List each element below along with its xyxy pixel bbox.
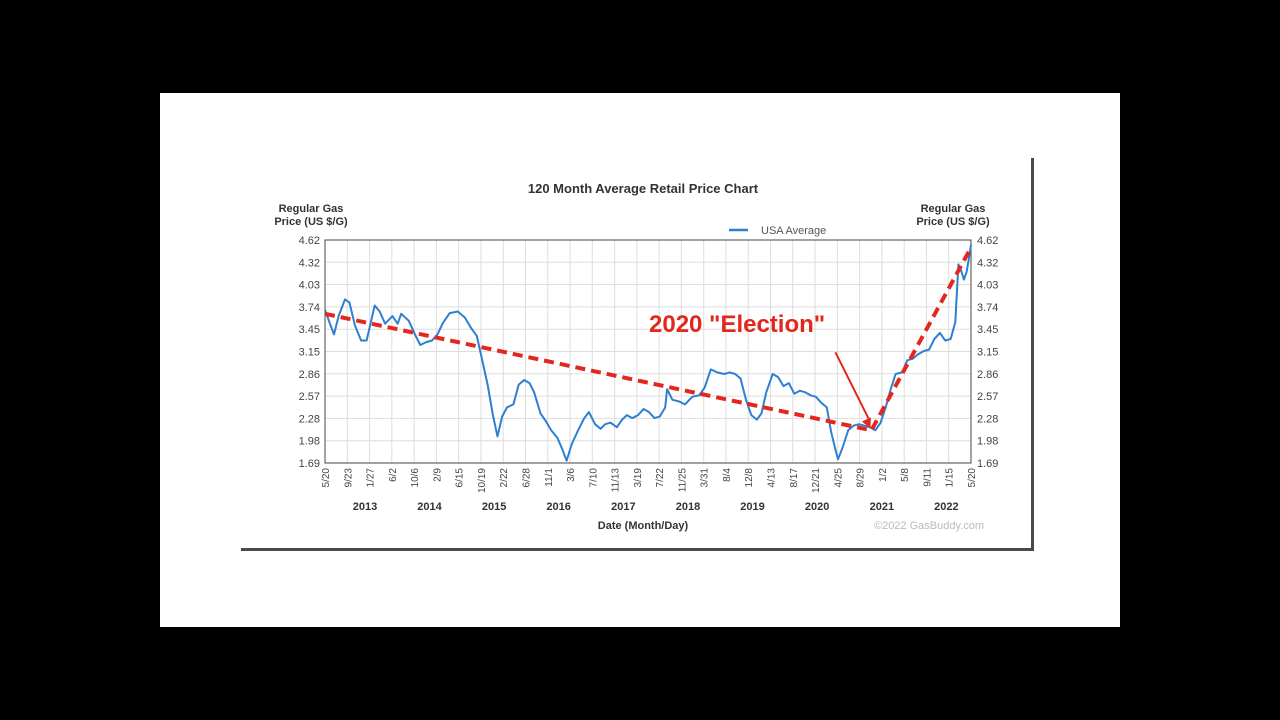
- x-tick-label: 4/25: [833, 468, 844, 488]
- y-tick-label-left: 4.03: [299, 280, 320, 292]
- year-label: 2014: [417, 501, 442, 513]
- y-tick-label-right: 2.28: [977, 413, 998, 425]
- x-tick-label: 11/1: [544, 468, 555, 487]
- y-tick-label-right: 1.69: [977, 458, 998, 470]
- y-axis-left: 4.62 4.32 4.03 3.74 3.45 3.15 2.86 2.57 2.28 1.98…: [299, 235, 320, 470]
- annotation-arrow: [834, 351, 870, 419]
- x-tick-label: 7/10: [588, 468, 599, 488]
- plot-area-border: [324, 239, 972, 464]
- y-tick-label-right: 4.62: [977, 235, 998, 247]
- x-tick-label: 8/17: [789, 468, 800, 488]
- x-tick-label: 6/2: [388, 468, 399, 482]
- y-tick-label-left: 1.98: [299, 436, 320, 448]
- x-tick-label: 5/20: [967, 468, 978, 488]
- y-tick-label-right: 3.74: [977, 302, 998, 314]
- y-tick-label-right: 2.57: [977, 391, 998, 403]
- year-label: 2017: [611, 501, 635, 513]
- y-axis-label-left-line2: Price (US $/G): [274, 216, 348, 228]
- y-axis-label-right-line1: Regular Gas: [921, 203, 986, 215]
- year-label: 2021: [870, 501, 894, 513]
- x-tick-label: 3/6: [566, 468, 577, 482]
- x-tick-label: 3/19: [633, 468, 644, 488]
- x-tick-label: 10/19: [477, 468, 488, 493]
- chart-card: 120 Month Average Retail Price Chart Reg…: [241, 158, 1034, 551]
- y-tick-label-right: 3.45: [977, 324, 998, 336]
- x-tick-label: 9/23: [343, 468, 354, 488]
- x-tick-label: 1/27: [366, 468, 377, 488]
- x-tick-label: 1/2: [878, 468, 889, 482]
- y-tick-label-left: 2.28: [299, 413, 320, 425]
- x-tick-label: 8/4: [722, 468, 733, 482]
- chart-title: 120 Month Average Retail Price Chart: [528, 181, 759, 196]
- annotation-arrowhead: [861, 417, 871, 429]
- year-label: 2015: [482, 501, 506, 513]
- x-tick-label: 12/21: [811, 468, 822, 493]
- x-tick-label: 8/29: [856, 468, 867, 488]
- y-axis-label-right-line2: Price (US $/G): [916, 216, 990, 228]
- y-tick-label-left: 3.15: [299, 347, 320, 359]
- price-chart: 120 Month Average Retail Price Chart Reg…: [241, 158, 1031, 548]
- y-tick-label-left: 2.86: [299, 369, 320, 381]
- series-line-usa-average: [324, 244, 972, 462]
- y-tick-label-right: 4.03: [977, 280, 998, 292]
- x-tick-label: 6/28: [521, 468, 532, 488]
- year-label: 2018: [676, 501, 700, 513]
- x-tick-label: 3/31: [700, 468, 711, 488]
- y-tick-label-left: 2.57: [299, 391, 320, 403]
- credit-label: ©2022 GasBuddy.com: [874, 520, 984, 532]
- year-label: 2020: [805, 501, 829, 513]
- legend-label: USA Average: [761, 225, 826, 237]
- x-tick-label: 9/11: [922, 468, 933, 487]
- year-label: 2016: [546, 501, 570, 513]
- x-tick-label: 6/15: [455, 468, 466, 488]
- y-tick-label-right: 2.86: [977, 369, 998, 381]
- x-tick-label: 5/8: [900, 468, 911, 482]
- x-tick-label: 2/9: [432, 468, 443, 482]
- year-label: 2022: [934, 501, 958, 513]
- trend-dashed-line: [324, 246, 973, 433]
- x-tick-label: 4/13: [767, 468, 778, 488]
- x-tick-label: 1/15: [945, 468, 956, 488]
- year-labels: 2013 2014 2015 2016 2017 2018 2019 2020 2021 2022: [353, 501, 959, 513]
- y-tick-label-left: 1.69: [299, 458, 320, 470]
- x-tick-label: 2/22: [499, 468, 510, 488]
- y-tick-label-left: 3.74: [299, 302, 320, 314]
- x-tick-label: 12/8: [744, 468, 755, 488]
- x-axis-label: Date (Month/Day): [598, 520, 689, 532]
- annotation-election-label: 2020 "Election": [649, 311, 825, 338]
- chart-background: [241, 158, 1031, 548]
- y-tick-label-right: 1.98: [977, 436, 998, 448]
- x-tick-label: 10/6: [410, 468, 421, 488]
- year-label: 2013: [353, 501, 377, 513]
- y-tick-label-left: 4.62: [299, 235, 320, 247]
- y-tick-label-left: 3.45: [299, 324, 320, 336]
- x-axis: 5/20 9/23 1/27 6/2 10/6 2/9 6/15 10/19 2/22 6/28 1…: [321, 468, 978, 493]
- y-tick-label-left: 4.32: [299, 257, 320, 269]
- y-tick-label-right: 3.15: [977, 347, 998, 359]
- x-tick-label: 7/22: [655, 468, 666, 488]
- y-tick-label-right: 4.32: [977, 257, 998, 269]
- y-axis-right: 4.62 4.32 4.03 3.74 3.45 3.15 2.86 2.57 2.28 1.98…: [977, 235, 998, 470]
- x-tick-label: 11/25: [677, 468, 688, 493]
- x-tick-label: 11/13: [611, 468, 622, 493]
- y-axis-label-left-line1: Regular Gas: [279, 203, 344, 215]
- year-label: 2019: [740, 501, 764, 513]
- x-tick-label: 5/20: [321, 468, 332, 488]
